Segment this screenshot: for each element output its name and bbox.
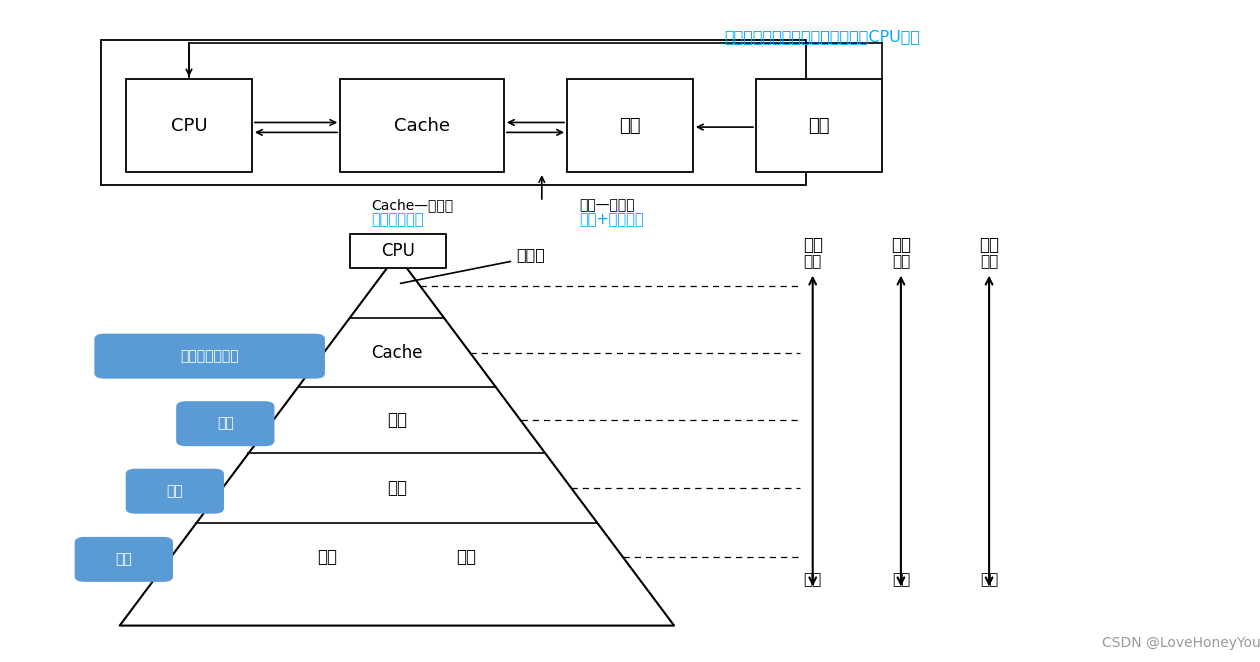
Text: 最低: 最低	[980, 572, 998, 587]
Text: CSDN @LoveHoneyYou: CSDN @LoveHoneyYou	[1102, 636, 1260, 651]
Text: 外存: 外存	[116, 552, 132, 567]
Text: 磁盘: 磁盘	[387, 479, 407, 497]
Text: 高速缓存存储器: 高速缓存存储器	[180, 349, 239, 363]
Text: 辅存: 辅存	[166, 484, 183, 498]
Bar	[567, 79, 693, 172]
Text: 价格: 价格	[979, 236, 999, 254]
Bar	[101, 40, 806, 185]
Text: 光盘: 光盘	[456, 548, 476, 566]
Text: 最高: 最高	[980, 254, 998, 269]
Text: 最大: 最大	[892, 572, 910, 587]
Bar	[126, 79, 252, 172]
Text: 内存: 内存	[217, 416, 233, 431]
Text: 磁带: 磁带	[318, 548, 338, 566]
FancyBboxPatch shape	[94, 334, 325, 379]
Text: 最快: 最快	[804, 254, 822, 269]
Text: 寄存器: 寄存器	[517, 248, 546, 262]
Text: 硬件+操作系统: 硬件+操作系统	[580, 212, 644, 227]
Text: 辅存: 辅存	[808, 117, 830, 135]
Text: 主存—辅存层: 主存—辅存层	[580, 199, 635, 213]
FancyBboxPatch shape	[74, 537, 173, 582]
Text: Cache—主存层: Cache—主存层	[372, 199, 454, 213]
Text: Cache: Cache	[372, 344, 422, 361]
Text: 速度: 速度	[803, 236, 823, 254]
Bar	[340, 79, 504, 172]
Text: 主存: 主存	[387, 411, 407, 430]
Text: 硬件自动完成: 硬件自动完成	[372, 212, 425, 227]
Text: 辅存中的数据要调入主存后才能被CPU访问: 辅存中的数据要调入主存后才能被CPU访问	[724, 29, 921, 44]
Text: 容量: 容量	[891, 236, 911, 254]
Text: 最慢: 最慢	[804, 572, 822, 587]
Text: CPU: CPU	[382, 242, 415, 260]
Text: 主存: 主存	[619, 117, 641, 135]
Bar	[756, 79, 882, 172]
Text: 最小: 最小	[892, 254, 910, 269]
FancyBboxPatch shape	[176, 401, 275, 446]
Bar	[350, 234, 446, 268]
FancyBboxPatch shape	[126, 469, 224, 514]
Text: Cache: Cache	[394, 117, 450, 135]
Text: CPU: CPU	[170, 117, 208, 135]
